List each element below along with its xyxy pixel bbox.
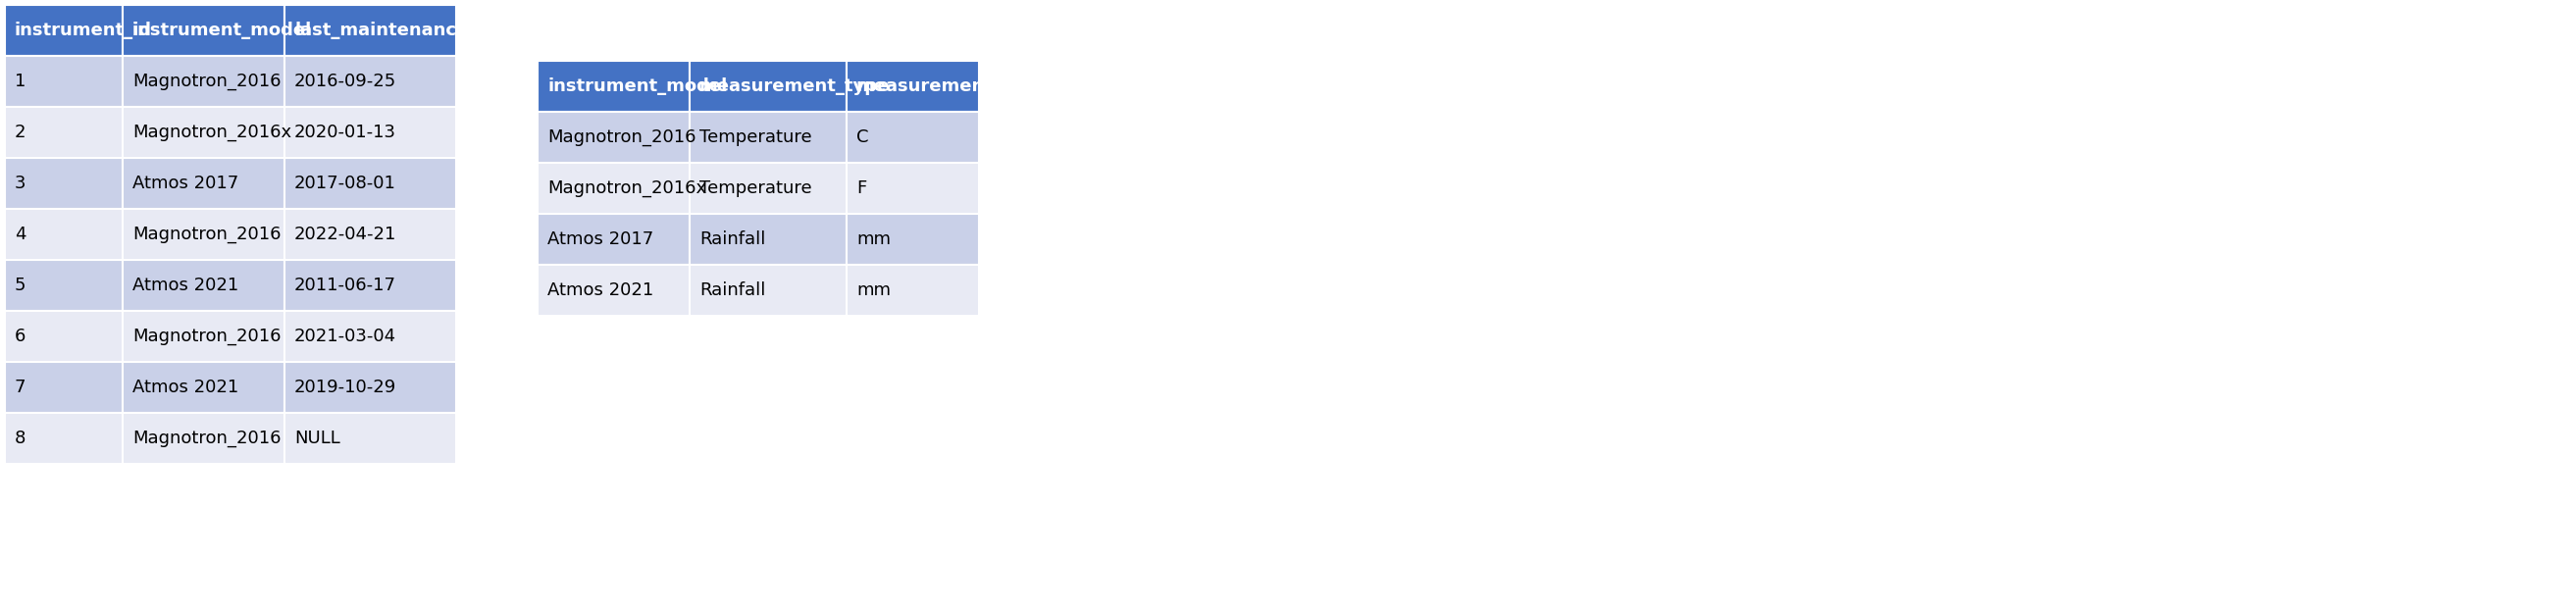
Bar [124, 158, 283, 209]
Bar [124, 209, 283, 260]
Text: C: C [855, 129, 868, 146]
Bar [5, 413, 124, 464]
Text: instrument_id: instrument_id [15, 21, 152, 39]
Text: Rainfall: Rainfall [701, 231, 765, 248]
Text: 2022-04-21: 2022-04-21 [294, 226, 397, 243]
Bar [538, 163, 690, 213]
Bar [5, 209, 124, 260]
Bar [5, 107, 124, 158]
Bar [124, 56, 283, 107]
Bar [5, 158, 124, 209]
Bar [124, 311, 283, 362]
Bar [5, 56, 124, 107]
Bar [690, 265, 848, 316]
Text: 7: 7 [15, 379, 26, 396]
Bar [124, 413, 283, 464]
Bar [538, 265, 690, 316]
Text: instrument_model: instrument_model [546, 77, 726, 95]
Bar [283, 107, 456, 158]
Bar [538, 112, 690, 163]
Bar [690, 112, 848, 163]
Text: F: F [855, 179, 866, 197]
Bar [283, 5, 456, 56]
Bar [124, 260, 283, 311]
Bar [283, 311, 456, 362]
Text: Atmos 2017: Atmos 2017 [131, 174, 240, 192]
Bar [538, 213, 690, 265]
Text: Magnotron_2016: Magnotron_2016 [131, 328, 281, 345]
Text: 2: 2 [15, 124, 26, 142]
Text: 3: 3 [15, 174, 26, 192]
Text: Magnotron_2016: Magnotron_2016 [546, 129, 696, 146]
Text: 2011-06-17: 2011-06-17 [294, 276, 397, 294]
Text: Temperature: Temperature [701, 129, 811, 146]
Bar [538, 61, 690, 112]
Text: 2017-08-01: 2017-08-01 [294, 174, 397, 192]
Bar [283, 260, 456, 311]
Bar [5, 260, 124, 311]
Text: measurement_unit: measurement_unit [855, 77, 1041, 95]
Text: Rainfall: Rainfall [701, 281, 765, 299]
Text: Magnotron_2016x: Magnotron_2016x [131, 124, 291, 142]
Bar [283, 413, 456, 464]
Text: 5: 5 [15, 276, 26, 294]
Bar [5, 5, 124, 56]
Text: Atmos 2021: Atmos 2021 [546, 281, 654, 299]
Bar [283, 209, 456, 260]
Text: Temperature: Temperature [701, 179, 811, 197]
Text: instrument_model: instrument_model [131, 21, 312, 39]
Text: 6: 6 [15, 328, 26, 345]
Bar [124, 362, 283, 413]
Text: 4: 4 [15, 226, 26, 243]
Text: mm: mm [855, 231, 891, 248]
Bar [848, 213, 979, 265]
Text: 8: 8 [15, 429, 26, 447]
Bar [124, 5, 283, 56]
Text: 2019-10-29: 2019-10-29 [294, 379, 397, 396]
Bar [5, 311, 124, 362]
Text: 1: 1 [15, 73, 26, 90]
Bar [690, 163, 848, 213]
Text: 2016-09-25: 2016-09-25 [294, 73, 397, 90]
Text: NULL: NULL [294, 429, 340, 447]
Bar [5, 362, 124, 413]
Text: Magnotron_2016x: Magnotron_2016x [546, 179, 706, 197]
Text: Atmos 2021: Atmos 2021 [131, 276, 240, 294]
Bar [690, 213, 848, 265]
Text: Magnotron_2016: Magnotron_2016 [131, 226, 281, 243]
Text: measurement_type: measurement_type [701, 77, 891, 95]
Bar [283, 158, 456, 209]
Bar [124, 107, 283, 158]
Text: Atmos 2021: Atmos 2021 [131, 379, 240, 396]
Bar [848, 61, 979, 112]
Text: 2021-03-04: 2021-03-04 [294, 328, 397, 345]
Text: Magnotron_2016: Magnotron_2016 [131, 429, 281, 447]
Bar [848, 265, 979, 316]
Bar [283, 362, 456, 413]
Bar [848, 112, 979, 163]
Text: mm: mm [855, 281, 891, 299]
Text: Atmos 2017: Atmos 2017 [546, 231, 654, 248]
Bar [848, 163, 979, 213]
Bar [283, 56, 456, 107]
Text: Magnotron_2016: Magnotron_2016 [131, 73, 281, 90]
Text: last_maintenance_date: last_maintenance_date [294, 21, 523, 39]
Text: 2020-01-13: 2020-01-13 [294, 124, 397, 142]
Bar [690, 61, 848, 112]
